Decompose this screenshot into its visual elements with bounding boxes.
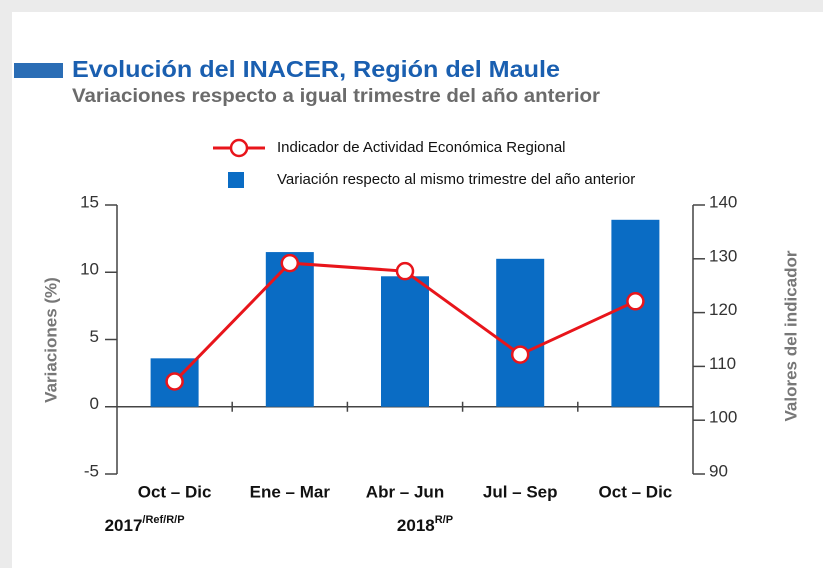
x-tick-label: Oct – Dic: [138, 482, 212, 501]
bar: [496, 258, 545, 407]
line-marker: [280, 253, 300, 273]
x-tick-label: Abr – Jun: [366, 482, 444, 501]
chart-subtitle: Variaciones respecto a igual trimestre d…: [72, 86, 601, 107]
bar: [381, 276, 429, 407]
group-year: 2018: [397, 516, 435, 535]
y2-tick-label: 90: [709, 461, 728, 480]
x-tick-label: Jul – Sep: [483, 482, 558, 501]
group-year: 2017: [105, 516, 143, 535]
legend-label: Indicador de Actividad Económica Regiona…: [277, 139, 566, 156]
y-tick-label: 0: [90, 394, 99, 413]
y2-tick-label: 140: [709, 192, 737, 211]
bar: [611, 219, 660, 407]
group-note: R/P: [435, 514, 453, 526]
group-label: 2018R/P: [397, 514, 453, 536]
y-tick-label: 5: [90, 327, 99, 346]
group-label: 2017/Ref/R/P: [105, 514, 185, 536]
legend-swatch: [228, 172, 244, 188]
y2-tick-label: 130: [709, 246, 737, 265]
bar: [265, 252, 314, 407]
y-tick-label: 15: [80, 192, 99, 211]
y2-tick-label: 120: [709, 300, 737, 319]
y2-tick-label: 110: [709, 354, 736, 373]
x-tick-label: Ene – Mar: [250, 482, 331, 501]
group-note: /Ref/R/P: [142, 514, 184, 526]
y2-axis-label: Valores del indicador: [781, 250, 800, 421]
chart-title: Evolución del INACER, Región del Maule: [72, 56, 560, 82]
y-tick-label: 10: [80, 260, 99, 279]
line-marker: [510, 345, 530, 364]
y-tick-label: -5: [84, 461, 99, 480]
line-marker: [165, 372, 184, 391]
title-icon: [14, 63, 63, 78]
y-axis-label: Variaciones (%): [41, 277, 60, 403]
legend-label: Variación respecto al mismo trimestre de…: [277, 171, 635, 188]
legend-marker: [229, 138, 249, 158]
line-marker: [395, 261, 415, 281]
line-marker: [626, 292, 645, 311]
x-tick-label: Oct – Dic: [599, 482, 673, 501]
y2-tick-label: 100: [709, 408, 737, 427]
